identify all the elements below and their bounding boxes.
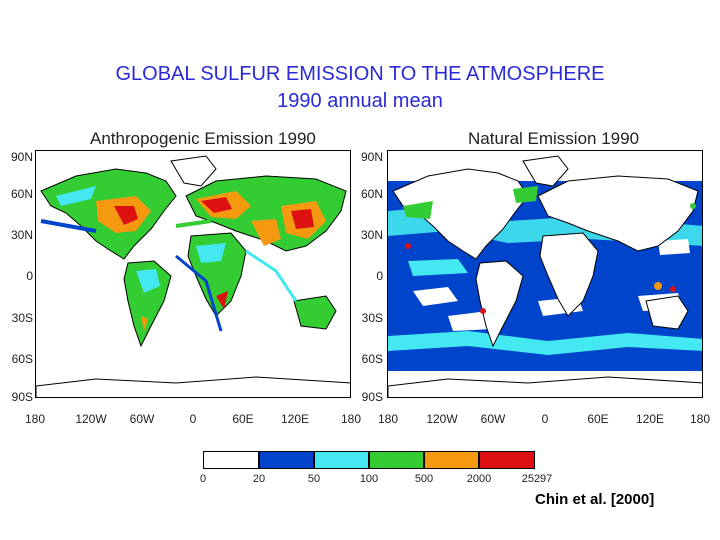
lon-label: 120E bbox=[635, 412, 665, 426]
lat-label: 0 bbox=[26, 269, 33, 283]
lat-label: 30S bbox=[361, 311, 383, 325]
south-america-outline bbox=[475, 260, 524, 348]
colorbar-tick: 2000 bbox=[466, 473, 492, 485]
south-america-emission bbox=[123, 260, 172, 348]
lat-label: 30S bbox=[11, 311, 33, 325]
panel-title-anthropogenic: Anthropogenic Emission 1990 bbox=[90, 129, 316, 148]
lon-label: 180 bbox=[377, 412, 399, 426]
lat-label: 90N bbox=[360, 150, 383, 164]
lat-label: 0 bbox=[376, 269, 383, 283]
colorbar-segment bbox=[259, 451, 314, 469]
figure-title: GLOBAL SULFUR EMISSION TO THE ATMOSPHERE bbox=[115, 63, 605, 85]
australia-emission bbox=[293, 295, 337, 330]
lat-label: 90S bbox=[361, 390, 383, 404]
colorbar-segment bbox=[314, 451, 369, 469]
lon-label: 120E bbox=[280, 412, 310, 426]
lat-label: 90S bbox=[11, 390, 33, 404]
africa-outline bbox=[539, 232, 599, 317]
colorbar-tick: 50 bbox=[307, 473, 321, 485]
lon-label: 180 bbox=[340, 412, 362, 426]
lat-label: 30N bbox=[360, 228, 383, 242]
colorbar-tick: 100 bbox=[359, 473, 379, 485]
lat-label: 60S bbox=[11, 352, 33, 366]
lat-label: 30N bbox=[10, 228, 33, 242]
lat-label: 90N bbox=[10, 150, 33, 164]
lat-label: 60N bbox=[360, 187, 383, 201]
figure-subtitle: 1990 annual mean bbox=[277, 90, 443, 112]
volcano-hotspot bbox=[670, 286, 676, 292]
lat-label: 60N bbox=[10, 187, 33, 201]
colorbar-tick: 0 bbox=[199, 473, 207, 485]
panel-title-natural: Natural Emission 1990 bbox=[468, 129, 640, 148]
map-anthropogenic bbox=[35, 150, 351, 398]
lon-label: 180 bbox=[24, 412, 46, 426]
colorbar-tick: 20 bbox=[252, 473, 266, 485]
north-america-outline bbox=[392, 168, 529, 260]
lon-label: 0 bbox=[189, 412, 197, 426]
lon-label: 180 bbox=[689, 412, 711, 426]
colorbar-segment bbox=[369, 451, 424, 469]
lon-label: 120W bbox=[426, 412, 458, 426]
map-natural bbox=[387, 150, 703, 398]
lon-label: 60E bbox=[232, 412, 254, 426]
volcano-hotspot bbox=[405, 243, 411, 249]
volcano-hotspot bbox=[654, 282, 662, 290]
china-emission-red bbox=[291, 209, 314, 229]
usa-emission-red bbox=[114, 206, 138, 225]
australia-outline bbox=[645, 295, 689, 330]
lon-label: 60W bbox=[129, 412, 155, 426]
lon-label: 120W bbox=[75, 412, 107, 426]
lon-label: 60E bbox=[587, 412, 609, 426]
volcano-hotspot bbox=[480, 308, 486, 314]
europe-emission-red bbox=[201, 197, 232, 213]
eurasia-outline bbox=[537, 175, 699, 252]
colorbar-segment bbox=[479, 451, 535, 469]
colorbar-segment bbox=[203, 451, 259, 469]
lat-label: 60S bbox=[361, 352, 383, 366]
lon-label: 60W bbox=[480, 412, 506, 426]
lon-label: 0 bbox=[541, 412, 549, 426]
colorbar-tick: 25297 bbox=[521, 473, 553, 485]
citation-credit: Chin et al. [2000] bbox=[535, 491, 655, 508]
colorbar-tick: 500 bbox=[414, 473, 434, 485]
colorbar-segment bbox=[424, 451, 479, 469]
